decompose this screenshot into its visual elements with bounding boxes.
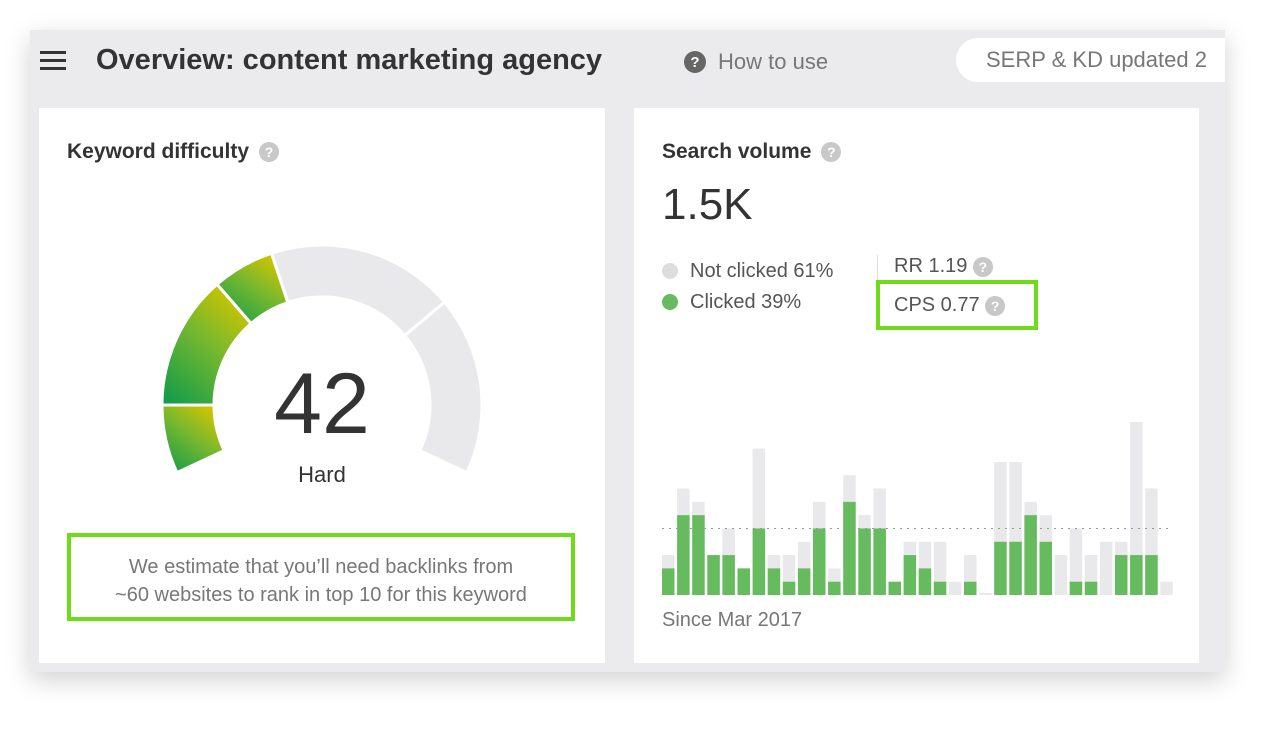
legend-label: Clicked 39%	[690, 291, 802, 313]
bar-total	[1160, 581, 1173, 595]
bar-clicked	[994, 541, 1007, 595]
how-to-use-link[interactable]: ? How to use	[684, 49, 828, 75]
green-dot-icon	[662, 294, 678, 310]
help-icon[interactable]: ?	[985, 295, 1006, 316]
bar-clicked	[692, 515, 705, 595]
legend-clicked: Clicked 39%	[662, 287, 833, 318]
volume-bar-chart	[662, 422, 1173, 595]
sv-value: 1.5K	[662, 180, 753, 229]
cps-value: CPS 0.77	[894, 294, 980, 316]
bar-clicked	[677, 515, 690, 595]
backlinks-estimate: We estimate that you’ll need backlinks f…	[67, 533, 575, 621]
estimate-line: We estimate that you’ll need backlinks f…	[128, 556, 514, 578]
bar-clicked	[1009, 541, 1022, 595]
estimate-line: ~60 websites to rank in top 10 for this …	[115, 584, 527, 606]
bar-total	[1054, 555, 1068, 595]
bar-clicked	[707, 555, 720, 595]
help-icon[interactable]: ?	[259, 142, 280, 162]
bar-clicked	[843, 501, 856, 595]
overview-panel: Overview: content marketing agency ? How …	[30, 30, 1225, 672]
bar-clicked	[858, 528, 871, 595]
kd-title: Keyword difficulty	[67, 140, 250, 163]
bar-total	[1130, 422, 1143, 595]
help-icon[interactable]: ?	[821, 142, 842, 162]
bar-clicked	[964, 581, 977, 595]
update-status-pill: SERP & KD updated 2	[956, 38, 1225, 82]
bar-clicked	[933, 581, 947, 595]
rr-metric: RR 1.19 ?	[877, 255, 993, 281]
bar-clicked	[737, 568, 750, 595]
since-date: Since Mar 2017	[662, 609, 803, 631]
bar-clicked	[782, 581, 796, 595]
bar-clicked	[1024, 515, 1037, 595]
bar-clicked	[1069, 581, 1083, 595]
bar-clicked	[888, 581, 901, 595]
bar-total	[1099, 541, 1113, 595]
bar-clicked	[918, 568, 932, 595]
search-volume-card: Search volume? 1.5K Not clicked 61% Clic…	[634, 108, 1199, 663]
bar-clicked	[752, 528, 766, 595]
bar-clicked	[1115, 555, 1128, 595]
kd-gauge	[160, 243, 484, 475]
bar-clicked	[1084, 581, 1098, 595]
gauge-empty-segment	[402, 300, 484, 475]
sv-title: Search volume	[662, 140, 812, 163]
bar-clicked	[1130, 555, 1143, 595]
bar-clicked	[813, 528, 826, 595]
bar-total	[948, 581, 962, 595]
help-icon[interactable]: ?	[972, 256, 993, 277]
bar-total	[1069, 528, 1083, 595]
legend-not-clicked: Not clicked 61%	[662, 256, 833, 287]
bar-clicked	[828, 581, 841, 595]
hamburger-menu-icon[interactable]	[40, 51, 66, 75]
bar-clicked	[797, 568, 811, 595]
cps-metric: CPS 0.77 ?	[876, 280, 1038, 330]
page-title: Overview: content marketing agency	[96, 44, 603, 76]
bar-total	[979, 593, 992, 595]
bar-clicked	[1039, 541, 1052, 595]
bar-clicked	[903, 555, 917, 595]
how-to-use-label: How to use	[718, 49, 829, 74]
bar-clicked	[1145, 555, 1158, 595]
question-icon: ?	[684, 51, 706, 73]
keyword-difficulty-card: Keyword difficulty? 42 Hard We estimate …	[39, 108, 605, 663]
clicks-legend: Not clicked 61% Clicked 39%	[662, 256, 833, 318]
grey-dot-icon	[662, 263, 678, 279]
bar-clicked	[873, 528, 886, 595]
bar-clicked	[767, 568, 781, 595]
legend-label: Not clicked 61%	[690, 260, 834, 282]
bar-clicked	[722, 555, 735, 595]
bar-clicked	[662, 568, 675, 595]
kd-value: 42	[274, 356, 370, 452]
kd-label: Hard	[298, 462, 346, 487]
rr-value: RR 1.19	[894, 255, 968, 277]
